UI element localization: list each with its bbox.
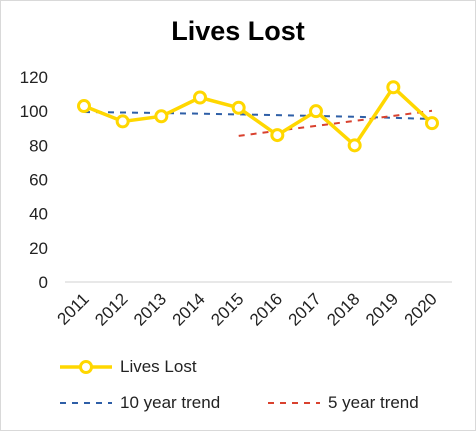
y-tick-label: 80 (29, 136, 48, 155)
series-line-lives-lost (83, 85, 434, 148)
y-tick-label: 40 (29, 205, 48, 224)
x-tick-label: 2019 (362, 289, 402, 329)
data-point-lives-lost (154, 109, 169, 124)
x-tick-label: 2016 (246, 289, 286, 329)
x-tick-label: 2012 (91, 289, 131, 329)
series-line-5-year-trend (238, 109, 433, 137)
data-point-lives-lost (77, 99, 91, 114)
data-point-lives-lost (425, 116, 439, 131)
x-tick-label: 2011 (54, 289, 93, 328)
data-point-lives-lost (115, 114, 130, 129)
data-point-lives-lost (309, 104, 323, 119)
y-tick-label: 20 (29, 239, 48, 258)
y-tick-label: 100 (20, 102, 48, 121)
data-point-lives-lost (231, 100, 246, 115)
x-tick-label: 2014 (169, 289, 209, 329)
x-tick-label: 2020 (401, 289, 441, 329)
y-tick-label: 120 (20, 68, 48, 87)
y-tick-label: 0 (39, 273, 48, 292)
data-point-lives-lost (193, 90, 207, 105)
chart-title: Lives Lost (171, 16, 305, 46)
x-tick-label: 2017 (285, 289, 325, 329)
x-tick-label: 2013 (130, 289, 170, 329)
x-tick-label: 2015 (207, 289, 247, 329)
x-tick-label: 2018 (323, 289, 363, 329)
data-point-lives-lost (386, 80, 401, 95)
y-tick-label: 60 (29, 171, 48, 190)
data-point-lives-lost (347, 138, 362, 153)
data-point-lives-lost (270, 128, 285, 143)
